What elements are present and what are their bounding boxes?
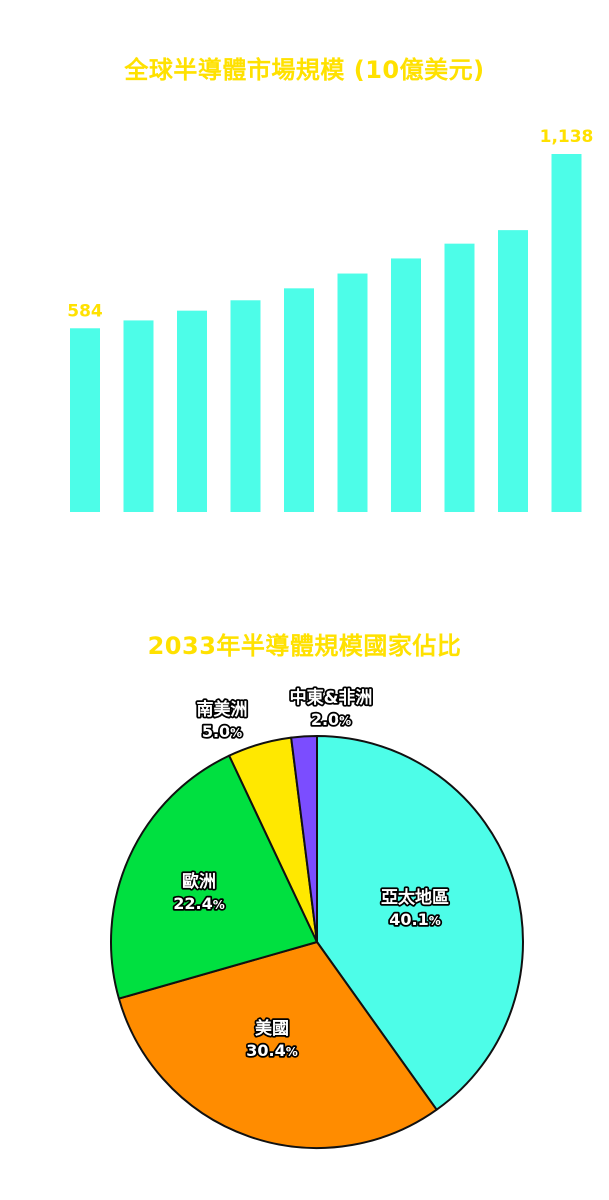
pie-slice-label-3: 南美洲 <box>197 699 248 720</box>
bar-4 <box>284 288 314 512</box>
bar-3 <box>230 300 261 512</box>
bar-5 <box>337 273 368 512</box>
pie-slice-label-2: 歐洲 <box>182 871 216 892</box>
pie-chart: 亞太地區 40.1% 美國 30.4% 歐洲 22.4% 南美洲 5.0% 中東&非洲 2.0% <box>110 685 524 1149</box>
bar-0 <box>70 328 100 512</box>
bar-value-label-0: 584 <box>67 301 103 321</box>
pie-slice-1 <box>117 941 438 1149</box>
bar-8 <box>498 230 528 512</box>
bar-6 <box>391 258 421 512</box>
bar-2 <box>177 310 207 512</box>
pie-slice-label-1: 美國 <box>255 1018 289 1039</box>
pie-slice-percent-4: 2.0% <box>311 710 351 729</box>
pie-slice-percent-0: 40.1% <box>389 910 441 929</box>
pie-slice-percent-3: 5.0% <box>202 722 242 741</box>
pie-slice-label-4: 中東&非洲 <box>290 687 373 708</box>
pie-slice-4 <box>290 735 318 943</box>
pie-slice-percent-1: 30.4% <box>246 1041 298 1060</box>
pie-slice-0 <box>316 735 524 1111</box>
bar-1 <box>123 320 154 512</box>
pie-slice-2 <box>110 754 318 1000</box>
pie-chart-title: 2033年半導體規模國家佔比 <box>147 632 462 660</box>
bar-value-label-9: 1,138 <box>540 127 594 147</box>
pie-slice-percent-2: 22.4% <box>173 894 225 913</box>
bar-7 <box>444 243 475 512</box>
bar-chart: 584 1,138 <box>67 127 594 512</box>
pie-slice-label-0: 亞太地區 <box>381 887 449 908</box>
bar-chart-title: 全球半導體市場規模 (10億美元) <box>124 56 485 84</box>
bar-9 <box>551 154 582 512</box>
